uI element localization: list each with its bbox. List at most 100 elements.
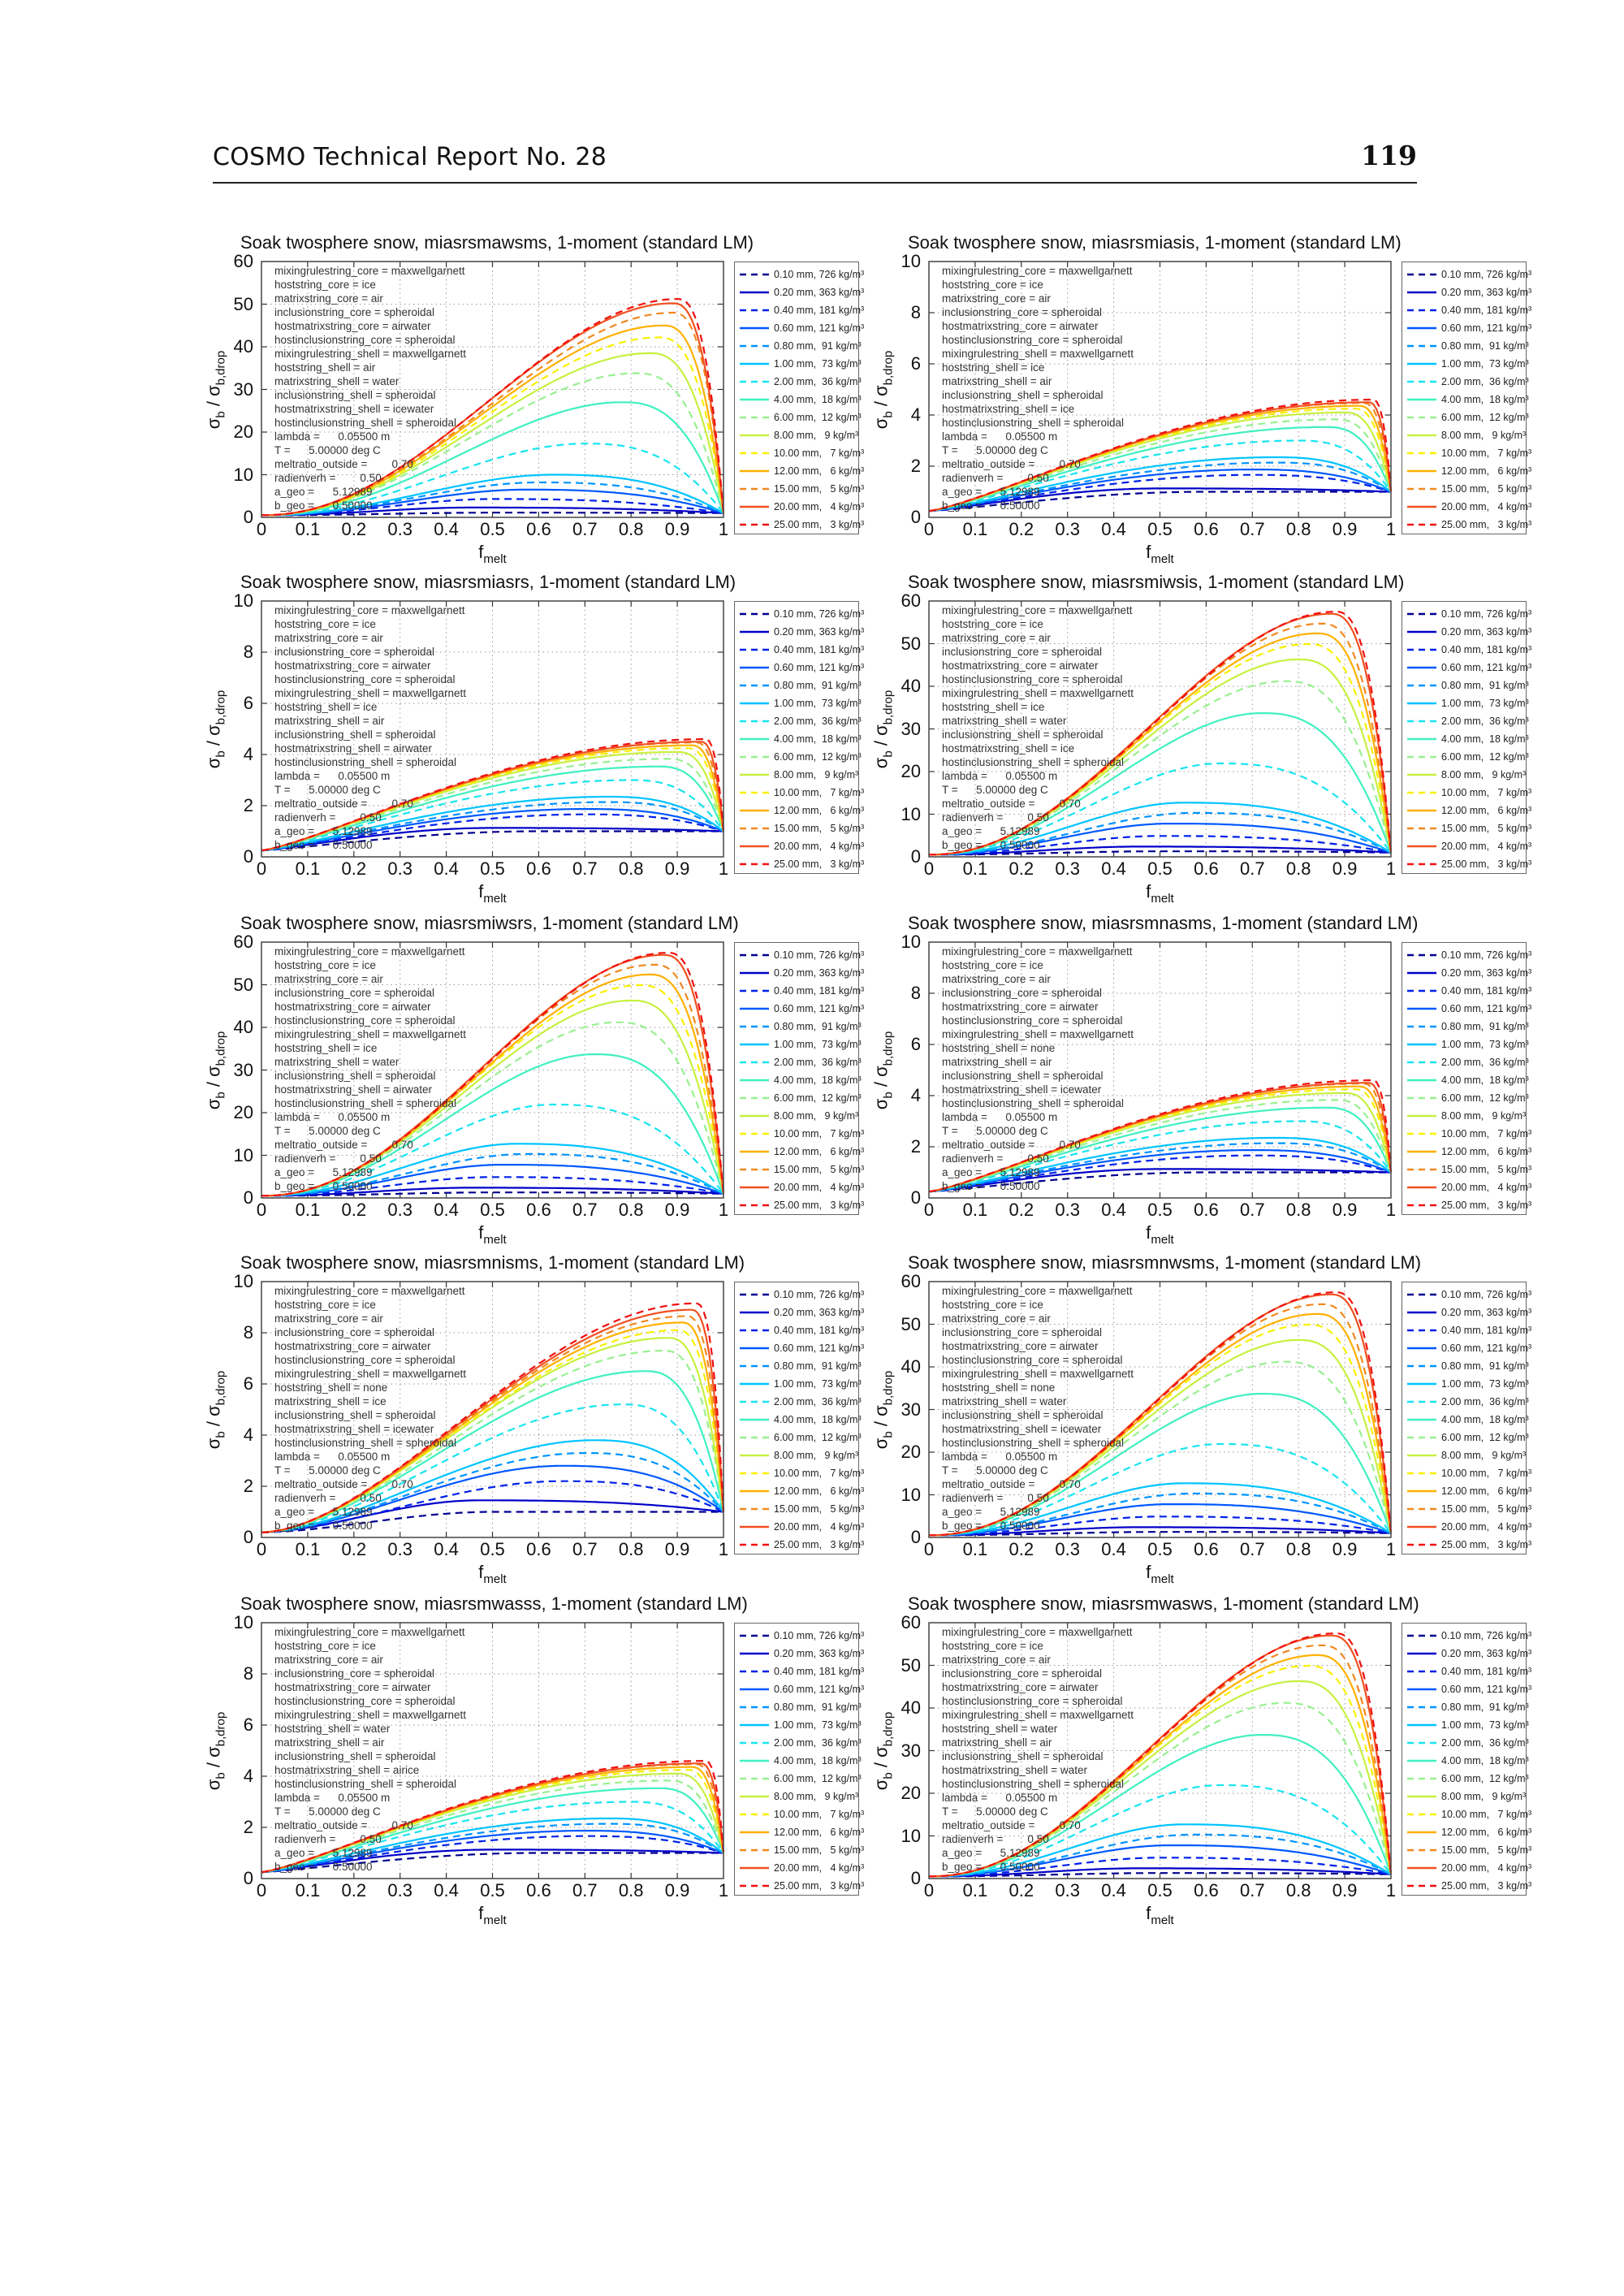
legend-entry: 0.60 mm, 121 kg/m³ [1406, 1680, 1531, 1698]
annotation-line: mixingrulestring_shell = maxwellgarnett [274, 1028, 466, 1040]
series-line [929, 850, 1392, 856]
y-label-sub: b [881, 1091, 896, 1099]
annotation-line: matrixstring_core = air [274, 1312, 383, 1325]
legend-entry: 12.00 mm, 6 kg/m³ [738, 462, 864, 480]
annotation-line: radienverh = 0.50 [942, 1152, 1049, 1165]
legend-line-sample [740, 684, 769, 687]
chart-panel: Soak twosphere snow, miasrsmwasss, 1-mom… [204, 1584, 879, 1933]
annotation-line: hoststring_core = ice [942, 279, 1043, 291]
annotation-line: hostinclusionstring_shell = spheroidal [274, 1097, 457, 1109]
x-tick-label: 0.9 [664, 1880, 690, 1900]
annotation-line: radienverh = 0.50 [274, 1833, 382, 1845]
legend-line-sample [1407, 971, 1436, 975]
y-tick-label: 10 [233, 590, 253, 611]
annotation-line: lambda = 0.05500 m [274, 770, 391, 782]
annotation-line: T = 5.00000 deg C [942, 1805, 1048, 1818]
y-tick-label: 50 [901, 633, 921, 654]
y-tick-label: 0 [243, 1868, 253, 1888]
x-label-sub: melt [1151, 1913, 1174, 1927]
legend-line-sample [740, 309, 769, 312]
legend-line-sample [740, 1741, 769, 1745]
legend-line-sample [1407, 273, 1436, 276]
chart-title: Soak twosphere snow, miasrsmawsms, 1-mom… [240, 232, 754, 253]
legend-entry: 10.00 mm, 7 kg/m³ [1406, 1125, 1531, 1143]
annotation-line: radienverh = 0.50 [942, 1833, 1049, 1845]
legend-line-sample [740, 326, 769, 330]
annotation-line: lambda = 0.05500 m [942, 770, 1058, 782]
series-line [261, 512, 724, 517]
legend-entry: 12.00 mm, 6 kg/m³ [738, 1823, 864, 1841]
annotation-line: inclusionstring_shell = spheroidal [274, 729, 436, 741]
y-tick-label: 40 [233, 336, 253, 357]
legend-label: 0.40 mm, 181 kg/m³ [1441, 1666, 1532, 1677]
legend-line-sample [740, 523, 769, 526]
legend-label: 25.00 mm, 3 kg/m³ [1441, 519, 1532, 530]
legend-label: 2.00 mm, 36 kg/m³ [774, 1057, 862, 1068]
legend-line-sample [1407, 1795, 1436, 1798]
legend-entry: 0.20 mm, 363 kg/m³ [738, 964, 864, 982]
y-label-sub: b,drop [881, 1031, 896, 1066]
legend-entry: 25.00 mm, 3 kg/m³ [1406, 1877, 1531, 1895]
legend-label: 12.00 mm, 6 kg/m³ [1441, 1485, 1532, 1497]
legend-label: 15.00 mm, 5 kg/m³ [1441, 1844, 1532, 1856]
y-axis-label: σb / σb,drop [204, 1370, 232, 1448]
legend-label: 8.00 mm, 9 kg/m³ [1441, 1450, 1527, 1461]
legend-entry: 4.00 mm, 18 kg/m³ [1406, 391, 1529, 409]
legend-entry: 0.80 mm, 91 kg/m³ [738, 337, 862, 355]
legend-label: 2.00 mm, 36 kg/m³ [774, 1737, 862, 1749]
x-tick-label: 0.4 [1101, 519, 1126, 539]
legend-label: 0.10 mm, 726 kg/m³ [774, 269, 865, 280]
legend-entry: 0.60 mm, 121 kg/m³ [738, 659, 864, 677]
annotation-line: hostinclusionstring_shell = spheroidal [942, 1437, 1125, 1449]
legend-entry: 0.80 mm, 91 kg/m³ [738, 1018, 862, 1036]
x-tick-label: 1 [718, 519, 729, 539]
annotation-line: mixingrulestring_core = maxwellgarnett [274, 265, 465, 277]
x-tick-label: 0.8 [1285, 858, 1311, 879]
legend-label: 2.00 mm, 36 kg/m³ [1441, 716, 1529, 727]
annotation-line: mixingrulestring_core = maxwellgarnett [942, 604, 1133, 616]
series-line [928, 1168, 1392, 1193]
annotation-line: hostinclusionstring_shell = spheroidal [274, 1778, 457, 1790]
legend-line-sample [740, 1311, 769, 1314]
series-line [261, 758, 725, 852]
y-tick-label: 0 [243, 507, 253, 527]
series-line [929, 811, 1392, 856]
legend-label: 6.00 mm, 12 kg/m³ [774, 1092, 862, 1104]
annotation-line: hoststring_shell = none [942, 1042, 1056, 1054]
y-tick-label: 0 [243, 846, 253, 867]
legend-label: 20.00 mm, 4 kg/m³ [774, 1521, 865, 1533]
y-tick-label: 6 [910, 353, 921, 374]
legend-label: 0.20 mm, 363 kg/m³ [774, 626, 865, 638]
legend-entry: 1.00 mm, 73 kg/m³ [1406, 1036, 1529, 1053]
legend-entry: 20.00 mm, 4 kg/m³ [738, 1518, 864, 1536]
legend-line-sample [1407, 344, 1436, 348]
y-tick-label: 2 [243, 795, 253, 815]
annotation-line: hostinclusionstring_core = spheroidal [274, 1354, 456, 1366]
x-label-sub: melt [483, 1233, 507, 1247]
legend-label: 0.80 mm, 91 kg/m³ [1441, 1701, 1529, 1713]
legend-line-sample [740, 1096, 769, 1100]
legend-entry: 0.10 mm, 726 kg/m³ [1406, 946, 1531, 964]
chart-title: Soak twosphere snow, miasrsmiasis, 1-mom… [908, 232, 1402, 253]
annotation-line: meltratio_outside = 0.70 [942, 1819, 1081, 1831]
annotation-line: matrixstring_core = air [274, 292, 383, 305]
x-tick-label: 0.3 [387, 519, 412, 539]
x-tick-label: 0 [923, 1880, 935, 1900]
legend-label: 0.10 mm, 726 kg/m³ [1441, 608, 1532, 620]
legend-line-sample [740, 1204, 769, 1207]
legend-line-sample [740, 1813, 769, 1816]
annotation-line: T = 5.00000 deg C [274, 444, 381, 456]
annotation-line: hoststring_shell = ice [274, 701, 378, 713]
legend-label: 10.00 mm, 7 kg/m³ [774, 1809, 865, 1820]
chart-title: Soak twosphere snow, miasrsmwasss, 1-mom… [240, 1593, 748, 1614]
x-tick-label: 0.8 [1285, 1539, 1311, 1559]
x-axis-label: fmelt [478, 1563, 506, 1589]
annotation-line: hoststring_core = ice [942, 1640, 1043, 1652]
y-tick-label: 8 [910, 983, 921, 1003]
annotation-line: mixingrulestring_core = maxwellgarnett [942, 1626, 1133, 1638]
legend-entry: 0.80 mm, 91 kg/m³ [1406, 677, 1529, 694]
legend-line-sample [740, 1472, 769, 1475]
legend-line-sample [1407, 416, 1436, 419]
x-label-f: f [478, 1222, 484, 1243]
legend-label: 15.00 mm, 5 kg/m³ [1441, 483, 1532, 495]
